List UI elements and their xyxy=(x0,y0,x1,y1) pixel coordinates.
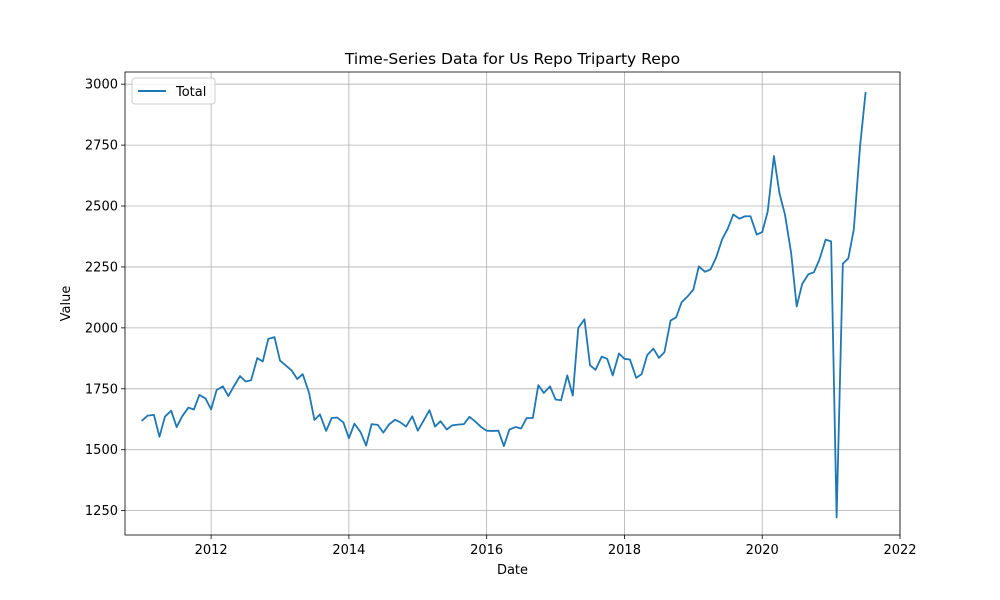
y-tick-label-2500: 2500 xyxy=(85,200,118,215)
y-tick-label-3000: 3000 xyxy=(85,78,118,93)
x-tick-label-2016: 2016 xyxy=(470,543,503,558)
y-axis-ticks: 1250 1500 1750 2000 2250 2500 2750 3000 xyxy=(85,78,125,519)
legend: Total xyxy=(131,77,216,105)
y-axis-label: Value xyxy=(59,286,74,322)
series-layer xyxy=(141,91,867,519)
x-tick-label-2018: 2018 xyxy=(608,543,641,558)
series-line-total xyxy=(141,91,867,519)
y-tick-label-2750: 2750 xyxy=(85,139,118,154)
y-tick-label-2000: 2000 xyxy=(85,321,118,336)
legend-box xyxy=(131,77,216,105)
y-tick-label-1500: 1500 xyxy=(85,443,118,458)
x-tick-label-2020: 2020 xyxy=(746,543,779,558)
grid-lines xyxy=(125,72,901,535)
x-tick-label-2014: 2014 xyxy=(332,543,365,558)
x-axis-ticks: 2012 2014 2016 2018 2020 2022 xyxy=(195,535,917,558)
plot-frame xyxy=(124,71,901,536)
y-tick-label-1250: 1250 xyxy=(85,504,118,519)
x-tick-label-2012: 2012 xyxy=(195,543,228,558)
y-tick-label-1750: 1750 xyxy=(85,382,118,397)
x-tick-label-2022: 2022 xyxy=(883,543,916,558)
x-axis-label: Date xyxy=(497,563,528,578)
legend-label-total: Total xyxy=(175,85,206,100)
chart-title: Time-Series Data for Us Repo Triparty Re… xyxy=(344,50,680,68)
y-tick-label-2250: 2250 xyxy=(85,260,118,275)
